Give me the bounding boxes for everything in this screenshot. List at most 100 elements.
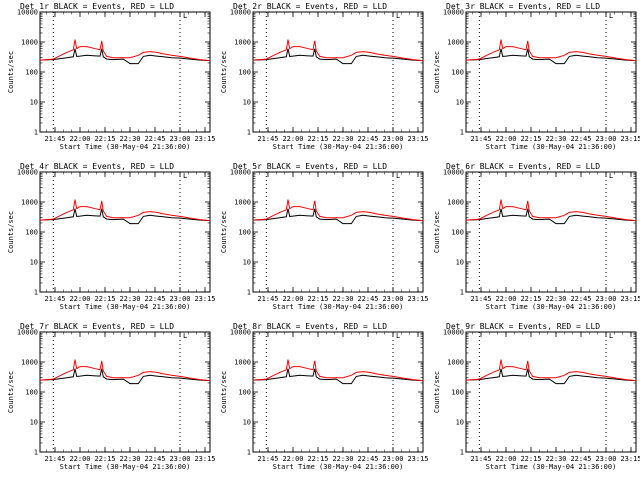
x-tick-label: 21:45 <box>257 455 278 463</box>
corner-label: L <box>396 12 400 20</box>
y-tick-label: 1000 <box>234 39 251 47</box>
series-line-lld <box>465 199 637 222</box>
corner-label: L <box>609 332 613 340</box>
x-tick-label: 22:15 <box>94 135 115 143</box>
y-tick-label: 1 <box>247 449 251 457</box>
y-axis-label: Counts/sec <box>433 51 441 93</box>
corner-label: L <box>396 172 400 180</box>
series-line-events <box>39 48 211 65</box>
x-tick-label: 22:45 <box>570 455 591 463</box>
series-line-events <box>252 208 424 225</box>
x-tick-label: 23:00 <box>169 455 190 463</box>
x-tick-label: 22:00 <box>495 455 516 463</box>
x-tick-label: 21:45 <box>257 135 278 143</box>
x-axis-label: Start Time (30-May-04 21:36:00) <box>60 143 191 151</box>
y-tick-label: 100 <box>25 229 38 237</box>
y-tick-label: 1000 <box>447 359 464 367</box>
y-tick-label: 1 <box>34 449 38 457</box>
series-line-lld <box>39 39 211 62</box>
series-line-events <box>465 208 637 225</box>
y-tick-label: 1000 <box>234 199 251 207</box>
y-tick-label: 10 <box>30 99 38 107</box>
x-tick-label: 21:45 <box>44 295 65 303</box>
x-tick-label: 22:30 <box>119 135 140 143</box>
y-tick-label: 1 <box>34 129 38 137</box>
panel-title: Det 8r BLACK = Events, RED = LLD <box>233 322 387 331</box>
x-tick-label: 23:15 <box>194 135 215 143</box>
y-tick-label: 10000 <box>230 329 251 337</box>
y-axis-label: Counts/sec <box>7 51 15 93</box>
plot-frame <box>465 331 637 453</box>
x-tick-label: 22:00 <box>69 135 90 143</box>
x-tick-label: 21:45 <box>470 295 491 303</box>
x-tick-label: 22:30 <box>332 295 353 303</box>
plot-frame <box>39 331 211 453</box>
x-tick-label: 21:45 <box>44 135 65 143</box>
x-tick-label: 23:15 <box>620 455 640 463</box>
plot-frame <box>252 331 424 453</box>
y-axis-label: Counts/sec <box>220 211 228 253</box>
x-tick-label: 22:15 <box>94 295 115 303</box>
series-line-events <box>252 48 424 65</box>
y-tick-label: 10000 <box>17 9 38 17</box>
y-tick-label: 10 <box>243 419 251 427</box>
y-tick-label: 1000 <box>447 199 464 207</box>
x-tick-label: 22:30 <box>545 135 566 143</box>
x-tick-label: 22:45 <box>570 295 591 303</box>
y-tick-label: 1000 <box>21 359 38 367</box>
y-tick-label: 10 <box>30 259 38 267</box>
series-line-lld <box>252 199 424 222</box>
y-axis-label: Counts/sec <box>7 371 15 413</box>
x-tick-label: 22:15 <box>520 455 541 463</box>
series-line-events <box>39 368 211 385</box>
series-line-lld <box>465 359 637 382</box>
x-tick-label: 22:15 <box>520 135 541 143</box>
y-tick-label: 10000 <box>230 9 251 17</box>
corner-label: L <box>609 12 613 20</box>
x-tick-label: 22:00 <box>69 455 90 463</box>
x-tick-label: 22:45 <box>357 135 378 143</box>
x-tick-label: 23:00 <box>169 295 190 303</box>
series-line-lld <box>39 359 211 382</box>
x-tick-label: 22:00 <box>282 135 303 143</box>
x-axis-label: Start Time (30-May-04 21:36:00) <box>273 143 404 151</box>
detector-panel: Det 8r BLACK = Events, RED = LLD 1 10 100 10… <box>220 322 429 471</box>
y-tick-label: 10 <box>243 259 251 267</box>
corner-label: L <box>609 172 613 180</box>
plot-frame <box>465 11 637 133</box>
x-axis-label: Start Time (30-May-04 21:36:00) <box>486 463 617 471</box>
x-tick-label: 22:30 <box>119 295 140 303</box>
x-tick-label: 23:00 <box>169 135 190 143</box>
y-tick-label: 100 <box>25 389 38 397</box>
detector-panel: Det 4r BLACK = Events, RED = LLD 1 10 100 10… <box>7 162 216 311</box>
corner-label: L <box>396 332 400 340</box>
y-tick-label: 10 <box>243 99 251 107</box>
x-tick-label: 22:15 <box>307 295 328 303</box>
y-tick-label: 10000 <box>443 9 464 17</box>
series-line-events <box>465 48 637 65</box>
x-tick-label: 22:15 <box>94 455 115 463</box>
y-tick-label: 1 <box>247 129 251 137</box>
y-tick-label: 1000 <box>234 359 251 367</box>
x-tick-label: 22:45 <box>144 455 165 463</box>
x-tick-label: 22:15 <box>520 295 541 303</box>
x-axis-label: Start Time (30-May-04 21:36:00) <box>273 463 404 471</box>
series-line-events <box>39 208 211 225</box>
x-tick-label: 23:15 <box>194 455 215 463</box>
x-tick-label: 23:00 <box>595 135 616 143</box>
x-axis-label: Start Time (30-May-04 21:36:00) <box>60 463 191 471</box>
detector-panel: Det 1r BLACK = Events, RED = LLD 1 10 100 10… <box>7 2 216 151</box>
x-tick-label: 22:30 <box>545 455 566 463</box>
plot-frame <box>39 171 211 293</box>
y-tick-label: 100 <box>238 229 251 237</box>
plot-frame <box>252 171 424 293</box>
x-tick-label: 23:00 <box>382 295 403 303</box>
series-line-lld <box>39 199 211 222</box>
x-tick-label: 22:45 <box>357 295 378 303</box>
x-tick-label: 23:00 <box>595 455 616 463</box>
x-axis-label: Start Time (30-May-04 21:36:00) <box>486 303 617 311</box>
y-tick-label: 1 <box>460 289 464 297</box>
y-tick-label: 10000 <box>443 329 464 337</box>
y-tick-label: 10000 <box>17 169 38 177</box>
